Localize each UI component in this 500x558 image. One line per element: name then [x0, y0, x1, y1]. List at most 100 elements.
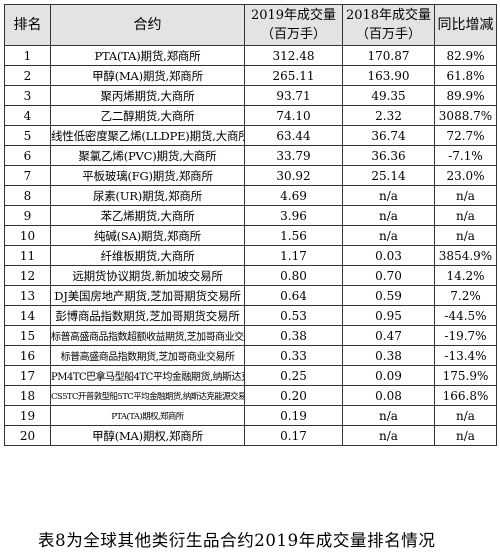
contract-cell: CS5TC开普敦型船5TC平均金融期货,纳斯达克能源交易市场: [50, 385, 245, 406]
volume-2018-cell: n/a: [342, 405, 435, 426]
change-cell: 3854.9%: [434, 245, 497, 266]
contract-cell: 苯乙烯期货,大商所: [50, 205, 245, 226]
rank-cell: 4: [4, 105, 51, 126]
contract-cell: 聚氯乙烯(PVC)期货,大商所: [50, 145, 245, 166]
header-change: 同比增减: [434, 4, 497, 46]
volume-2019-cell: 0.80: [244, 265, 343, 286]
table-row: 1 PTA(TA)期货,郑商所 312.48 170.87 82.9%: [4, 45, 497, 66]
rank-cell: 9: [4, 205, 51, 226]
volume-2019-cell: 0.64: [244, 285, 343, 306]
table-row: 18 CS5TC开普敦型船5TC平均金融期货,纳斯达克能源交易市场 0.20 0.08…: [4, 385, 497, 406]
header-volume-2018: 2018年成交量 （百万手）: [342, 4, 435, 46]
volume-2019-cell: 312.48: [244, 45, 343, 66]
header-volume-2018-title: 2018年成交量: [345, 8, 432, 23]
rank-cell: 14: [4, 305, 51, 326]
table-row: 4 乙二醇期货,大商所 74.10 2.32 3088.7%: [4, 105, 497, 126]
table-row: 16 标普高盛商品指数期货,芝加哥商业交易所 0.33 0.38 -13.4%: [4, 345, 497, 366]
volume-2018-cell: 170.87: [342, 45, 435, 66]
rank-cell: 13: [4, 285, 51, 306]
change-cell: n/a: [434, 425, 497, 446]
table-row: 17PM4TC巴拿马型船4TC平均金融期货,纳斯达克能源交易市场0.250.09…: [4, 365, 497, 386]
volume-2019-cell: 93.71: [244, 85, 343, 106]
volume-2018-cell: 25.14: [342, 165, 435, 186]
table-row: 13 DJ美国房地产期货,芝加哥期货交易所 0.64 0.59 7.2%: [4, 285, 497, 306]
table-row: 12 远期货协议期货,新加坡交易所 0.80 0.70 14.2%: [4, 265, 497, 286]
contract-cell: 尿素(UR)期货,郑商所: [50, 185, 245, 206]
rank-cell: 19: [4, 405, 51, 426]
change-cell: 82.9%: [434, 45, 497, 66]
contract-cell: 平板玻璃(FG)期货,郑商所: [50, 165, 245, 186]
volume-2019-cell: 33.79: [244, 145, 343, 166]
change-cell: -7.1%: [434, 145, 497, 166]
header-volume-2019-unit: （百万手）: [260, 27, 326, 42]
volume-2019-cell: 0.20: [244, 385, 343, 406]
contract-cell: 甲醇(MA)期权,郑商所: [50, 425, 245, 446]
contract-cell: 远期货协议期货,新加坡交易所: [50, 265, 245, 286]
volume-2018-cell: 0.70: [342, 265, 435, 286]
rank-cell: 16: [4, 345, 51, 366]
contract-cell: DJ美国房地产期货,芝加哥期货交易所: [50, 285, 245, 306]
volume-2018-cell: 49.35: [342, 85, 435, 106]
volume-2019-cell: 30.92: [244, 165, 343, 186]
change-cell: n/a: [434, 225, 497, 246]
volume-2019-cell: 74.10: [244, 105, 343, 126]
header-contract: 合约: [50, 4, 245, 46]
volume-2019-cell: 0.53: [244, 305, 343, 326]
volume-2018-cell: 0.08: [342, 385, 435, 406]
volume-2019-cell: 0.19: [244, 405, 343, 426]
volume-2018-cell: 163.90: [342, 65, 435, 86]
volume-2018-cell: 2.32: [342, 105, 435, 126]
contract-cell: 甲醇(MA)期货,郑商所: [50, 65, 245, 86]
contract-cell: PM4TC巴拿马型船4TC平均金融期货,纳斯达克能源交易市场: [50, 365, 245, 386]
volume-2018-cell: 0.95: [342, 305, 435, 326]
table-row: 20 甲醇(MA)期权,郑商所 0.17 n/a n/a: [4, 425, 497, 446]
volume-2018-cell: 36.36: [342, 145, 435, 166]
volume-2018-cell: 36.74: [342, 125, 435, 146]
change-cell: 7.2%: [434, 285, 497, 306]
header-volume-2019-title: 2019年成交量: [250, 8, 337, 23]
rank-cell: 12: [4, 265, 51, 286]
rank-cell: 3: [4, 85, 51, 106]
contract-cell: 线性低密度聚乙烯(LLDPE)期货,大商所: [50, 125, 245, 146]
rank-cell: 20: [4, 425, 51, 446]
volume-2019-cell: 0.38: [244, 325, 343, 346]
change-cell: 175.9%: [434, 365, 497, 386]
change-cell: -13.4%: [434, 345, 497, 366]
rank-cell: 15: [4, 325, 51, 346]
change-cell: n/a: [434, 205, 497, 226]
volume-2019-cell: 3.96: [244, 205, 343, 226]
table-row: 7 平板玻璃(FG)期货,郑商所 30.92 25.14 23.0%: [4, 165, 497, 186]
rank-cell: 17: [4, 365, 51, 386]
table-row: 5 线性低密度聚乙烯(LLDPE)期货,大商所 63.44 36.74 72.7%: [4, 125, 497, 146]
header-volume-2018-unit: （百万手）: [355, 27, 421, 42]
volume-2018-cell: 0.47: [342, 325, 435, 346]
table-row: 6 聚氯乙烯(PVC)期货,大商所 33.79 36.36 -7.1%: [4, 145, 497, 166]
change-cell: n/a: [434, 185, 497, 206]
volume-2018-cell: n/a: [342, 425, 435, 446]
table-header-row: 排名 合约 2019年成交量 （百万手） 2018年成交量 （百万手） 同比增减: [4, 4, 497, 46]
volume-2018-cell: n/a: [342, 205, 435, 226]
change-cell: 72.7%: [434, 125, 497, 146]
change-cell: 166.8%: [434, 385, 497, 406]
rank-cell: 18: [4, 385, 51, 406]
table-row: 19 PTA(TA)期权,郑商所 0.19 n/a n/a: [4, 405, 497, 426]
table-row: 9 苯乙烯期货,大商所 3.96 n/a n/a: [4, 205, 497, 226]
change-cell: 23.0%: [434, 165, 497, 186]
rank-cell: 7: [4, 165, 51, 186]
change-cell: 14.2%: [434, 265, 497, 286]
volume-2018-cell: 0.59: [342, 285, 435, 306]
volume-2019-cell: 265.11: [244, 65, 343, 86]
volume-2019-cell: 4.69: [244, 185, 343, 206]
volume-2019-cell: 0.25: [244, 365, 343, 386]
change-cell: -44.5%: [434, 305, 497, 326]
table-row: 10 纯碱(SA)期货,郑商所 1.56 n/a n/a: [4, 225, 497, 246]
volume-2018-cell: 0.09: [342, 365, 435, 386]
table-row: 8 尿素(UR)期货,郑商所 4.69 n/a n/a: [4, 185, 497, 206]
rank-cell: 11: [4, 245, 51, 266]
table-row: 15 标普高盛商品指数超额收益期货,芝加哥商业交易所 0.38 0.47 -19.7%: [4, 325, 497, 346]
table-body: 1 PTA(TA)期货,郑商所 312.48 170.87 82.9% 2 甲醇(MA)期货…: [4, 45, 497, 446]
contract-cell: 乙二醇期货,大商所: [50, 105, 245, 126]
volume-2018-cell: 0.03: [342, 245, 435, 266]
contract-cell: 标普高盛商品指数超额收益期货,芝加哥商业交易所: [50, 325, 245, 346]
